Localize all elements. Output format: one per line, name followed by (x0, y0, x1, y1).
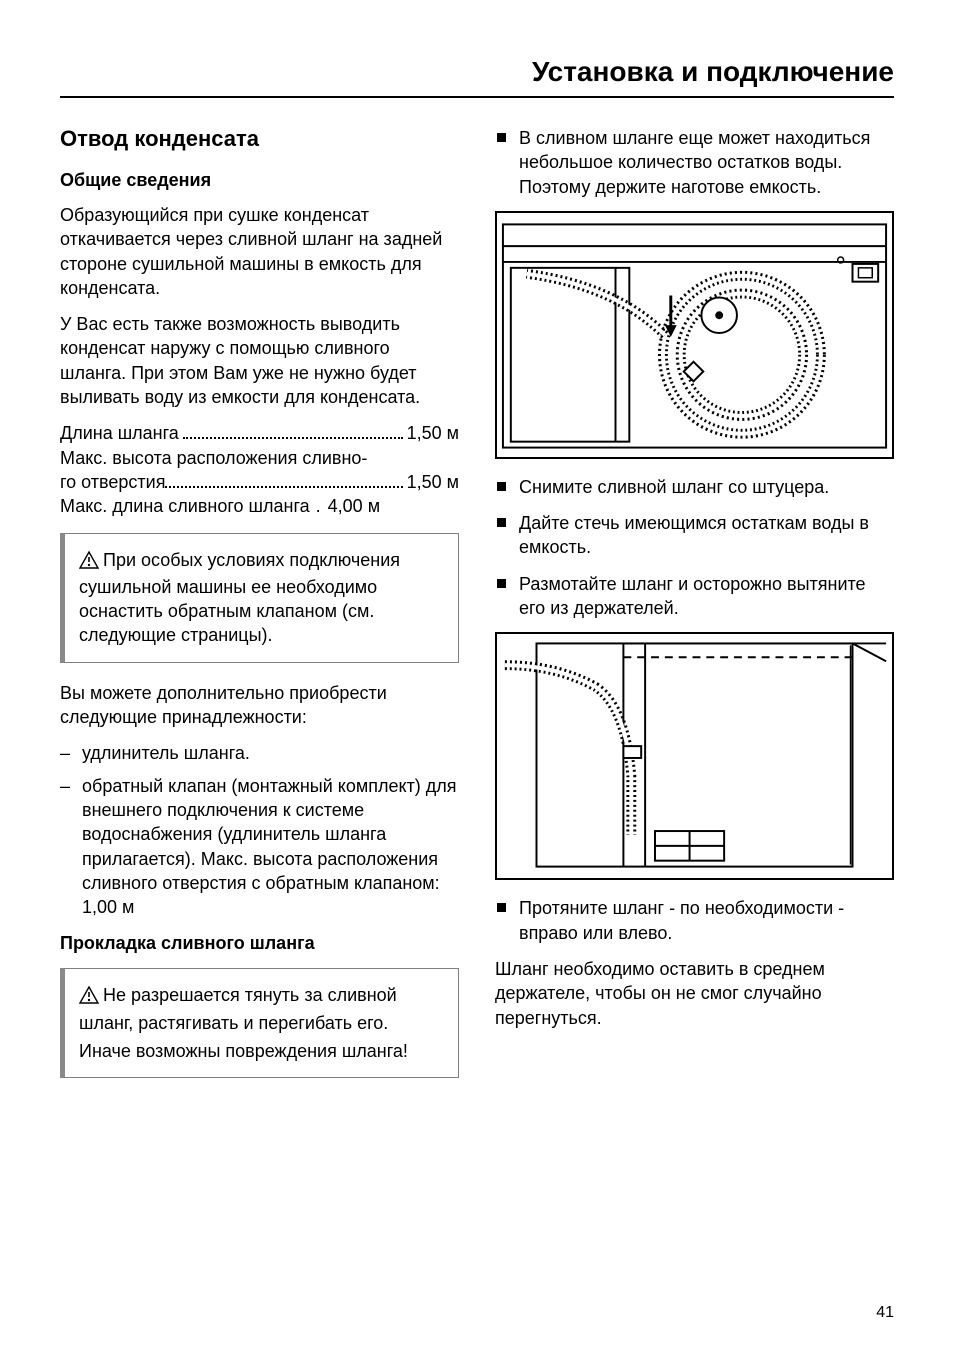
section-heading: Отвод конденсата (60, 126, 459, 152)
title-rule (60, 96, 894, 98)
spec-row: Макс. длина сливного шланга . 4,00 м (60, 494, 459, 518)
step-list: В сливном шланге еще может находиться не… (495, 126, 894, 199)
list-item: В сливном шланге еще может находиться не… (495, 126, 894, 199)
spec-label: Длина шланга (60, 421, 179, 445)
paragraph: Образующийся при сушке конденсат откачив… (60, 203, 459, 300)
paragraph: Вы можете дополнительно приобрести следу… (60, 681, 459, 730)
content-columns: Отвод конденсата Общие сведения Образующ… (60, 126, 894, 1096)
spec-label: Макс. длина сливного шланга (60, 494, 310, 518)
sub-heading-general: Общие сведения (60, 170, 459, 191)
warning-icon (79, 551, 99, 575)
spec-value: 1,50 м (407, 421, 459, 445)
list-item: обратный клапан (монтажный комплект) для… (60, 774, 459, 920)
step-list: Снимите сливной шланг со штуцера. Дайте … (495, 475, 894, 620)
paragraph: Шланг необходимо оставить в среднем держ… (495, 957, 894, 1030)
list-item: Дайте стечь имеющимся остаткам воды в ем… (495, 511, 894, 560)
left-column: Отвод конденсата Общие сведения Образующ… (60, 126, 459, 1096)
list-item: Снимите сливной шланг со штуцера. (495, 475, 894, 499)
list-item: Протяните шланг - по необходимости - впр… (495, 896, 894, 945)
warning-box: Не разрешается тянуть за сливной шланг, … (60, 968, 459, 1078)
leader-dots (183, 437, 403, 439)
spec-label-line: Макс. высота расположения сливно- (60, 446, 459, 470)
list-item: Размотайте шланг и осторожно вытяните ег… (495, 572, 894, 621)
right-column: В сливном шланге еще может находиться не… (495, 126, 894, 1096)
hose-coil-illustration (497, 213, 892, 457)
warning-text: При особых условиях подключения сушильно… (79, 550, 400, 646)
leader-dots (165, 486, 402, 488)
spec-value: 1,50 м (407, 470, 459, 494)
hose-route-illustration (497, 634, 892, 878)
spec-row: Длина шланга 1,50 м (60, 421, 459, 445)
paragraph: У Вас есть также возможность выводить ко… (60, 312, 459, 409)
warning-text: Не разрешается тянуть за сливной шланг, … (79, 985, 397, 1032)
warning-box: При особых условиях подключения сушильно… (60, 533, 459, 663)
warning-icon (79, 986, 99, 1010)
sub-heading-routing: Прокладка сливного шланга (60, 933, 459, 954)
figure-back-panel (495, 211, 894, 459)
figure-hose-routing (495, 632, 894, 880)
step-list: Протяните шланг - по необходимости - впр… (495, 896, 894, 945)
list-item: удлинитель шланга. (60, 741, 459, 765)
accessories-list: удлинитель шланга. обратный клапан (монт… (60, 741, 459, 919)
spec-label: го отверстия (60, 470, 165, 494)
spec-block: Длина шланга 1,50 м Макс. высота располо… (60, 421, 459, 518)
page-number: 41 (876, 1304, 894, 1322)
warning-text-line2: Иначе возможны повреждения шланга! (79, 1039, 444, 1063)
spec-row: го отверстия 1,50 м (60, 470, 459, 494)
spec-value: 4,00 м (328, 494, 380, 518)
page-title: Установка и подключение (60, 56, 894, 96)
